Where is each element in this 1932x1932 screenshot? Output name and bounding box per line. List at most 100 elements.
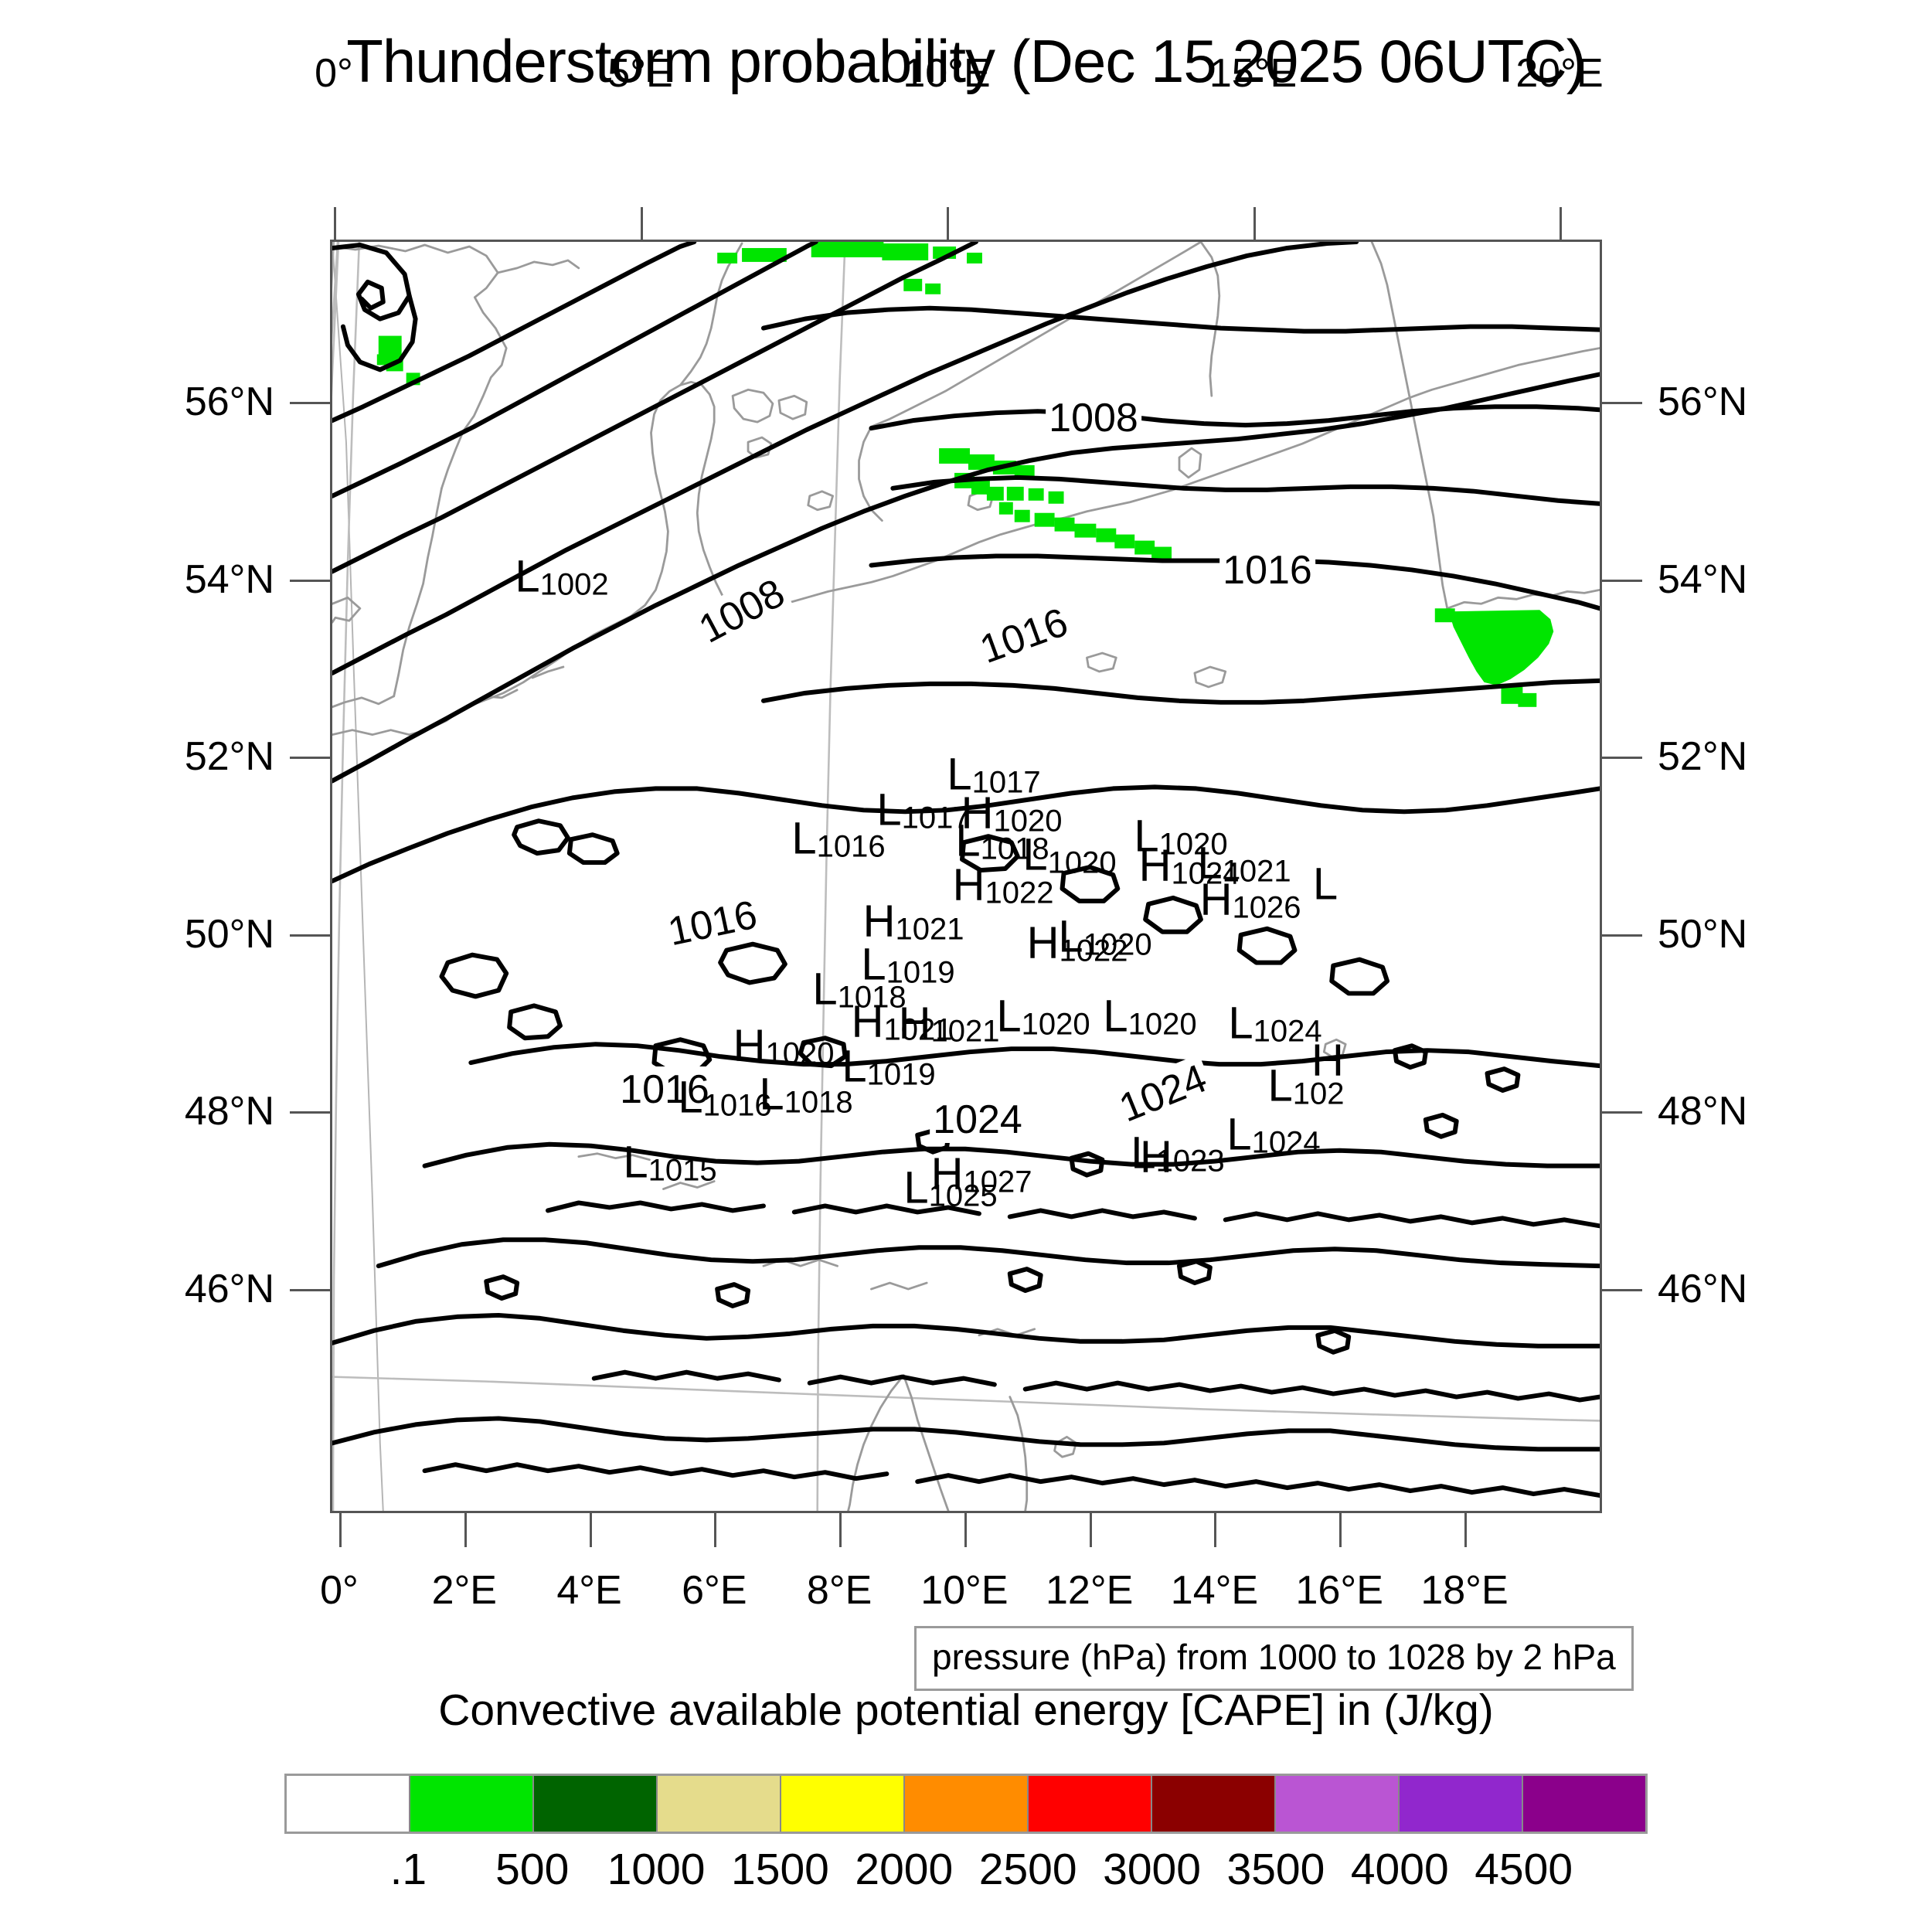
pressure-marker-type: H — [930, 1148, 964, 1199]
left-tick-label: 48°N — [184, 1089, 274, 1134]
graticule-visible — [332, 242, 1600, 1511]
bottom-tick — [589, 1513, 592, 1547]
left-tick-label: 54°N — [184, 556, 274, 602]
pressure-marker: L1019 — [861, 942, 954, 988]
left-tick — [290, 1111, 330, 1114]
left-tick — [290, 402, 330, 404]
pressure-marker: H1020 — [961, 791, 1063, 838]
pressure-marker-value: 1027 — [963, 1165, 1032, 1199]
colorbar-segment[interactable] — [903, 1776, 1027, 1832]
left-tick-label: 56°N — [184, 379, 274, 424]
pressure-marker-type: L — [996, 991, 1022, 1042]
pressure-marker-value: 1018 — [980, 832, 1049, 866]
pressure-marker: H1021 — [899, 1001, 1000, 1049]
left-tick — [290, 757, 330, 760]
pressure-marker-type: L — [842, 1041, 867, 1092]
bottom-tick-label: 14°E — [1170, 1568, 1259, 1613]
bottom-tick — [1089, 1513, 1092, 1547]
weather-map-svg — [332, 242, 1600, 1511]
colorbar-wrap[interactable] — [284, 1774, 1648, 1834]
bottom-tick-label: 2°E — [431, 1568, 497, 1613]
pressure-caption: pressure (hPa) from 1000 to 1028 by 2 hP… — [914, 1626, 1634, 1691]
right-tick-label: 50°N — [1658, 911, 1748, 957]
pressure-marker-value: 1019 — [886, 955, 955, 990]
graticule-lines — [332, 242, 384, 1511]
colorbar-tick-label: 1000 — [607, 1845, 706, 1894]
map-plot-area[interactable]: 1008 1008 1016 1016 1016 1016 1024 1024 L1002 L10… — [330, 240, 1602, 1513]
colorbar-segment[interactable] — [532, 1776, 656, 1832]
colorbar-segment[interactable] — [409, 1776, 532, 1832]
top-tick-label: 15°E — [1209, 51, 1298, 96]
cape-shading — [376, 242, 1554, 707]
pressure-marker: L1019 — [842, 1044, 935, 1090]
right-tick — [1602, 934, 1642, 937]
right-tick-label: 46°N — [1658, 1267, 1748, 1311]
contour-label: 1016 — [971, 597, 1077, 675]
pressure-marker-value: 1020 — [1158, 827, 1228, 862]
colorbar-tick-label: 2000 — [855, 1845, 954, 1894]
bottom-tick-label: 0° — [320, 1568, 359, 1613]
pressure-marker-type: H — [733, 1020, 766, 1071]
colorbar-segment[interactable] — [1522, 1776, 1645, 1832]
pressure-marker-type: L — [1228, 998, 1253, 1049]
contour-label: 1016 — [661, 890, 764, 957]
pressure-marker-type: L — [947, 749, 972, 800]
pressure-marker-type: L — [955, 815, 981, 866]
pressure-marker: L — [1313, 862, 1338, 907]
pressure-marker: L1020 — [1134, 811, 1228, 862]
pressure-marker-type: L — [515, 551, 540, 602]
pressure-marker-value: 1017 — [971, 765, 1041, 800]
pressure-marker-value: 1002 — [539, 567, 609, 602]
pressure-marker-value: 1020 — [1083, 927, 1152, 962]
isobar-contours — [332, 242, 1600, 1498]
colorbar-tick-label: 1500 — [731, 1845, 829, 1894]
pressure-marker: L1018 — [812, 967, 906, 1013]
bottom-tick — [339, 1513, 342, 1547]
pressure-marker: L1002 — [515, 554, 608, 600]
bottom-tick — [714, 1513, 717, 1547]
colorbar-segment[interactable] — [287, 1776, 409, 1832]
pressure-marker-value: 1020 — [993, 804, 1063, 838]
bottom-tick-label: 12°E — [1045, 1568, 1134, 1613]
right-tick-label: 54°N — [1658, 556, 1748, 602]
pressure-marker: L1021 — [1197, 841, 1291, 887]
pressure-marker-value: 1020 — [1047, 845, 1117, 880]
colorbar-segment[interactable] — [656, 1776, 780, 1832]
right-tick-label: 48°N — [1658, 1089, 1748, 1134]
top-tick-label: 5°E — [607, 51, 673, 96]
pressure-marker: L1020 — [1022, 829, 1117, 880]
pressure-marker-type: L — [678, 1072, 703, 1123]
colorbar-tick-label: 500 — [495, 1845, 570, 1894]
pressure-marker-value: 1016 — [702, 1088, 772, 1123]
pressure-marker-value: 1021 — [930, 1014, 1000, 1049]
pressure-marker-type: L — [1058, 911, 1083, 962]
top-tick — [1253, 207, 1256, 240]
contour-label: 1008 — [689, 568, 795, 655]
top-tick-label: 20°E — [1515, 51, 1604, 96]
pressure-marker-type: H — [851, 996, 884, 1047]
pressure-marker-type: H — [952, 859, 985, 910]
colorbar-segment[interactable] — [1027, 1776, 1151, 1832]
pressure-marker-type: H — [961, 787, 994, 838]
pressure-marker-value: 1021 — [895, 912, 964, 947]
right-tick — [1602, 1289, 1642, 1291]
pressure-marker: L1017 — [947, 752, 1040, 798]
pressure-marker-type: L — [1022, 829, 1048, 880]
bottom-tick — [1214, 1513, 1217, 1547]
colorbar[interactable] — [284, 1774, 1648, 1834]
colorbar-segment[interactable] — [1398, 1776, 1522, 1832]
pressure-marker: L1016 — [678, 1075, 771, 1121]
pressure-marker: H1021 — [863, 899, 964, 947]
colorbar-tick-label: 4500 — [1475, 1845, 1573, 1894]
pressure-marker-type: L — [1134, 811, 1159, 862]
pressure-marker: L1020 — [996, 991, 1090, 1042]
top-tick — [640, 207, 643, 240]
colorbar-segment[interactable] — [780, 1776, 903, 1832]
pressure-marker-type: L — [1131, 1128, 1156, 1179]
pressure-marker-type: L — [759, 1069, 784, 1120]
colorbar-segment[interactable] — [1151, 1776, 1274, 1832]
left-tick-label: 50°N — [184, 911, 274, 957]
colorbar-segment[interactable] — [1274, 1776, 1398, 1832]
bottom-tick-label: 10°E — [920, 1568, 1009, 1613]
pressure-marker-value: 1023 — [1155, 1144, 1225, 1179]
